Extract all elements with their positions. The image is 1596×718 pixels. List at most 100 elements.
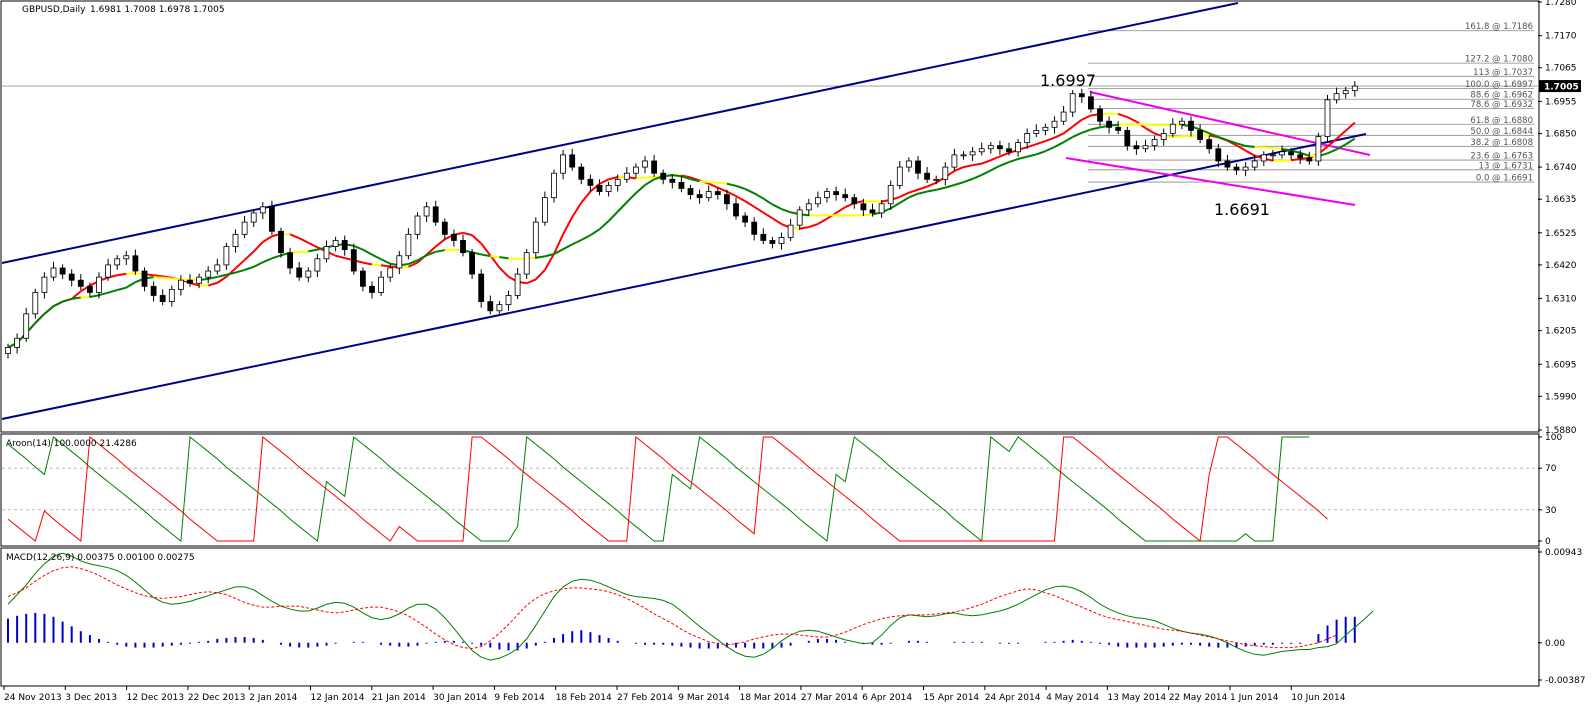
bear-candle-body — [187, 279, 193, 284]
candle — [669, 174, 676, 189]
ma-fast-segment — [999, 152, 1010, 158]
candle — [842, 188, 849, 202]
ma-slow-segment — [362, 248, 373, 256]
candle — [241, 216, 248, 239]
time-tick-label: 12 Dec 2013 — [127, 693, 185, 703]
bull-candle-body — [405, 233, 412, 257]
time-tick-label: 9 Feb 2014 — [494, 693, 545, 703]
bear-candle-body — [469, 252, 476, 275]
candle — [1088, 90, 1094, 113]
bear-candle-body — [59, 267, 66, 275]
price-axis: 1.7280 1.7170 1.7065 1.6955 1.6850 1.6740 1.66… — [2, 0, 1581, 436]
ma-slow-segment — [162, 276, 172, 280]
candle — [1078, 88, 1085, 103]
bear-candle-body — [1297, 154, 1304, 159]
bull-candle-body — [1069, 93, 1076, 113]
candle — [305, 267, 312, 283]
ma-fast-segment — [1326, 138, 1338, 148]
candle — [287, 247, 294, 275]
ma-slow-segment — [235, 268, 245, 274]
bear-candle-body — [150, 285, 157, 296]
candle — [423, 201, 430, 223]
candle — [1133, 140, 1140, 155]
bull-candle-body — [396, 255, 403, 269]
candle — [41, 272, 48, 299]
ma-slow-segment — [371, 253, 382, 261]
bull-candle-body — [514, 273, 521, 296]
bear-candle-body — [141, 270, 148, 287]
ma-fast-segment — [899, 191, 910, 198]
time-tick-label: 12 Jan 2014 — [311, 693, 365, 703]
fib-level-label: 0.0 @ 1.6691 — [1476, 174, 1533, 184]
ma-fast-segment — [425, 245, 437, 256]
candle — [1206, 135, 1213, 154]
bear-candle-body — [742, 215, 748, 223]
bear-candle-body — [1197, 129, 1203, 140]
ma-slow-segment — [616, 201, 628, 213]
ma-fast-segment — [1235, 144, 1247, 152]
candle — [323, 240, 330, 263]
bear-candle-body — [678, 181, 685, 189]
bear-candle-body — [487, 301, 494, 312]
bear-candle-body — [578, 166, 585, 180]
ohlc-readout: 1.6981 1.7008 1.6978 1.7005 — [90, 5, 225, 15]
ma-fast-segment — [917, 185, 928, 191]
bear-candle-body — [997, 145, 1003, 150]
time-tick-label: 1 Jun 2014 — [1230, 693, 1279, 703]
candle — [1060, 105, 1067, 125]
ma-fast-segment — [1144, 127, 1156, 135]
ma-slow-segment — [43, 305, 55, 315]
bull-candle-body — [633, 166, 639, 174]
ma-slow-segment — [1345, 137, 1356, 146]
bull-candle-body — [50, 267, 57, 278]
price-tick-label: 1.6310 — [1545, 295, 1577, 305]
bull-candle-body — [878, 203, 885, 214]
ma-slow-segment — [1090, 126, 1101, 131]
bull-candle-body — [259, 206, 266, 214]
bull-candle-body — [1324, 99, 1331, 137]
ma-slow-segment — [644, 178, 655, 186]
candle — [642, 156, 648, 174]
bear-candle-body — [651, 160, 657, 174]
swing-high-label: 1.6997 — [1040, 71, 1096, 90]
candle — [123, 250, 130, 265]
price-tick-label: 1.6740 — [1545, 163, 1577, 173]
candle — [223, 242, 230, 270]
candle — [332, 236, 339, 252]
ma-fast-segment — [471, 234, 482, 245]
ma-slow-segment — [935, 186, 946, 191]
ma-fast-segment — [252, 241, 264, 253]
bear-candle-body — [432, 206, 439, 223]
ma-fast-segment — [1172, 135, 1182, 138]
ma-slow-segment — [744, 188, 755, 195]
ma-slow-segment — [917, 190, 928, 195]
ma-fast-segment — [234, 259, 246, 270]
ma-fast-segment — [498, 266, 510, 278]
time-tick-label: 27 Feb 2014 — [617, 693, 673, 703]
bear-candle-body — [350, 249, 357, 272]
ma-fast-segment — [71, 290, 82, 300]
channel-lower-line — [1, 133, 1367, 420]
time-tick-label: 27 Mar 2014 — [801, 693, 858, 703]
bear-candle-body — [1224, 160, 1231, 168]
bull-candle-body — [14, 337, 21, 348]
bull-candle-body — [969, 151, 976, 156]
bull-candle-body — [1351, 85, 1358, 92]
fib-level-label: 113 @ 1.7037 — [1473, 68, 1533, 78]
bull-candle-body — [123, 255, 130, 260]
ma-slow-segment — [1272, 147, 1283, 150]
candle — [250, 209, 257, 228]
price-tick-label: 1.6850 — [1545, 129, 1577, 139]
ma-fast-segment — [1281, 159, 1292, 162]
ma-slow-segment — [544, 253, 555, 258]
ma-slow-segment — [80, 296, 90, 299]
ma-fast-segment — [1335, 130, 1347, 140]
candle — [796, 206, 803, 231]
candle — [1324, 94, 1331, 143]
ma-slow-segment — [171, 277, 181, 281]
bear-candle-body — [341, 240, 348, 251]
ma-slow-segment — [1072, 131, 1083, 138]
ma-fast-segment — [380, 264, 391, 268]
ma-fast-segment — [1290, 158, 1301, 162]
macd-main-line — [7, 552, 1374, 661]
